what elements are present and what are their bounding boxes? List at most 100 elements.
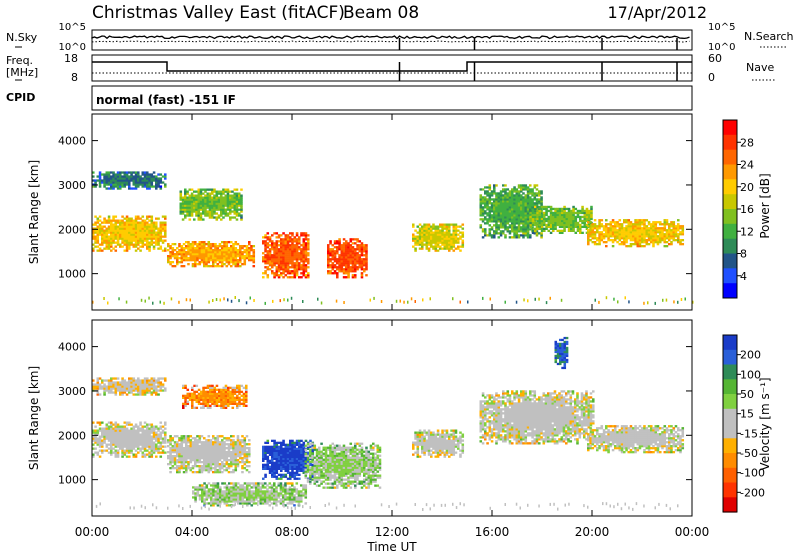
- heatmap-cell: [152, 231, 156, 234]
- heatmap-cell: [150, 239, 154, 242]
- heatmap-cell: [207, 455, 211, 458]
- heatmap-cell: [112, 229, 115, 232]
- heatmap-cell: [304, 276, 308, 279]
- heatmap-cell: [286, 248, 290, 251]
- heatmap-cell: [351, 256, 355, 259]
- heatmap-cell: [92, 229, 95, 232]
- heatmap-cell: [535, 234, 539, 237]
- heatmap-cell: [511, 210, 514, 213]
- heatmap-cell: [182, 394, 185, 397]
- heatmap-cell: [508, 210, 512, 213]
- heatmap-cell: [134, 235, 138, 238]
- heatmap-cell: [291, 250, 294, 253]
- heatmap-cell: [207, 451, 211, 454]
- heatmap-cell: [235, 206, 239, 209]
- heatmap-cell: [363, 250, 366, 253]
- heatmap-cell: [130, 423, 133, 426]
- heatmap-cell: [123, 431, 127, 434]
- heatmap-cell: [625, 245, 628, 248]
- heatmap-cell: [137, 243, 140, 246]
- heatmap-cell: [641, 239, 644, 242]
- heatmap-cell: [243, 439, 247, 442]
- heatmap-cell: [141, 455, 145, 458]
- heatmap-cell: [241, 251, 244, 254]
- heatmap-cell: [137, 447, 140, 450]
- heatmap-cell: [211, 200, 214, 203]
- heatmap-cell: [164, 387, 167, 390]
- heatmap-cell: [520, 208, 523, 211]
- heatmap-cell: [641, 227, 644, 230]
- heatmap-cell: [416, 231, 420, 234]
- heatmap-cell: [535, 200, 539, 203]
- heatmap-cell: [112, 377, 115, 380]
- heatmap-cell: [448, 231, 451, 234]
- heatmap-cell: [137, 389, 140, 392]
- heatmap-cell: [223, 451, 226, 454]
- heatmap-cell: [137, 229, 140, 232]
- heatmap-cell: [116, 243, 120, 246]
- heatmap-cell: [347, 246, 350, 249]
- heatmap-cell: [607, 231, 610, 234]
- heatmap-cell: [230, 255, 233, 258]
- freq-tick-top: 18: [64, 52, 78, 65]
- heatmap-cell: [148, 385, 151, 388]
- heatmap-cell: [114, 179, 118, 182]
- heatmap-cell: [338, 262, 341, 265]
- heatmap-cell: [103, 229, 106, 232]
- heatmap-cell: [609, 223, 613, 226]
- heatmap-cell: [182, 459, 186, 462]
- heatmap-cell: [203, 463, 206, 466]
- heatmap-cell: [291, 254, 294, 257]
- heatmap-cell: [209, 247, 213, 250]
- heatmap-cell: [235, 204, 239, 207]
- heatmap-cell: [484, 210, 487, 213]
- heatmap-cell: [128, 431, 131, 434]
- heatmap-cell: [345, 246, 348, 249]
- heatmap-cell: [132, 237, 136, 240]
- heatmap-cell: [164, 225, 167, 228]
- heatmap-cell: [338, 270, 341, 273]
- heatmap-cell: [105, 443, 109, 446]
- heatmap-cell: [253, 299, 255, 302]
- heatmap-cell: [245, 301, 248, 305]
- heatmap-cell: [214, 247, 217, 250]
- heatmap-cell: [493, 188, 496, 191]
- heatmap-cell: [134, 439, 138, 442]
- heatmap-cell: [493, 232, 496, 235]
- heatmap-cell: [114, 227, 118, 230]
- heatmap-cell: [277, 260, 281, 263]
- heatmap-cell: [128, 233, 131, 236]
- heatmap-cell: [620, 225, 624, 228]
- heatmap-cell: [132, 187, 136, 190]
- heatmap-cell: [459, 235, 462, 238]
- heatmap-cell: [213, 188, 216, 191]
- heatmap-cell: [605, 241, 608, 244]
- heatmap-cell: [243, 445, 247, 448]
- heatmap-cell: [134, 175, 138, 178]
- heatmap-cell: [137, 445, 140, 448]
- heatmap-cell: [125, 231, 129, 234]
- heatmap-cell: [625, 237, 628, 240]
- heatmap-cell: [327, 252, 330, 255]
- heatmap-cell: [607, 233, 610, 236]
- heatmap-cell: [141, 453, 145, 456]
- heatmap-cell: [423, 243, 426, 246]
- heatmap-cell: [495, 228, 498, 231]
- heatmap-cell: [434, 241, 438, 244]
- heatmap-cell: [152, 451, 156, 454]
- heatmap-cell: [152, 227, 156, 230]
- heatmap-cell: [197, 394, 201, 397]
- heatmap-cell: [295, 256, 299, 259]
- heatmap-cell: [284, 270, 288, 273]
- heatmap-cell: [445, 225, 449, 228]
- heatmap-cell: [486, 212, 489, 215]
- heatmap-cell: [121, 179, 124, 182]
- heatmap-cell: [128, 185, 131, 188]
- heatmap-cell: [114, 425, 118, 428]
- heatmap-cell: [101, 433, 104, 436]
- heatmap-cell: [522, 216, 525, 219]
- heatmap-cell: [636, 233, 640, 236]
- heatmap-cell: [143, 175, 147, 178]
- heatmap-cell: [243, 245, 247, 248]
- heatmap-cell: [363, 268, 366, 271]
